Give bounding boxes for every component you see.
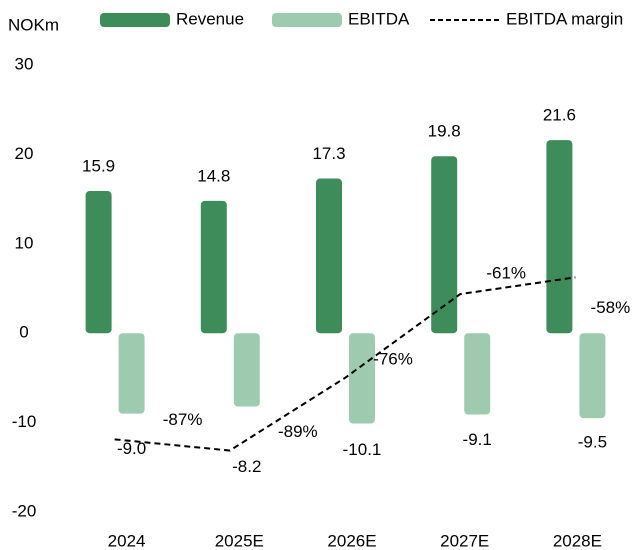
y-tick-label: 0	[19, 323, 28, 342]
data-label: -58%	[591, 298, 631, 317]
data-label: 17.3	[312, 144, 345, 163]
legend-label: Revenue	[176, 9, 244, 28]
x-tick-label: 2028E	[553, 531, 602, 550]
data-label: -61%	[486, 264, 526, 283]
x-tick-label: 2025E	[215, 531, 264, 550]
data-label: 15.9	[82, 157, 115, 176]
data-label: -9.5	[578, 433, 607, 452]
bar	[200, 200, 227, 334]
bar	[233, 333, 260, 407]
legend-label: EBITDA margin	[506, 9, 623, 28]
x-tick-label: 2026E	[327, 531, 376, 550]
data-label: -89%	[278, 422, 318, 441]
margin-line	[114, 276, 576, 452]
bar	[118, 333, 145, 414]
data-label: -76%	[373, 349, 413, 368]
bar	[349, 333, 375, 424]
data-label: -87%	[163, 410, 203, 429]
data-label: 14.8	[197, 166, 230, 185]
y-tick-label: -10	[12, 412, 37, 431]
bar	[316, 178, 342, 334]
data-label: -9.0	[117, 439, 146, 458]
legend-label: EBITDA	[348, 9, 410, 28]
data-label: -8.2	[232, 457, 261, 476]
bar	[464, 333, 491, 415]
data-label: -10.1	[343, 440, 382, 459]
data-label: -9.1	[463, 430, 492, 449]
bar	[546, 140, 573, 334]
y-axis-label: NOKm	[8, 15, 59, 34]
y-tick-label: -20	[12, 501, 37, 520]
y-tick-label: 30	[15, 54, 34, 73]
legend-swatch	[100, 13, 170, 27]
data-label: 19.8	[428, 122, 461, 141]
legend-swatch	[272, 13, 342, 27]
x-tick-label: 2024	[108, 531, 146, 550]
y-tick-label: 10	[15, 233, 34, 252]
bar	[579, 333, 606, 419]
y-tick-label: 20	[15, 144, 34, 163]
x-tick-label: 2027E	[440, 531, 489, 550]
bar	[85, 191, 112, 334]
data-label: 21.6	[543, 106, 576, 125]
bar	[431, 156, 458, 334]
